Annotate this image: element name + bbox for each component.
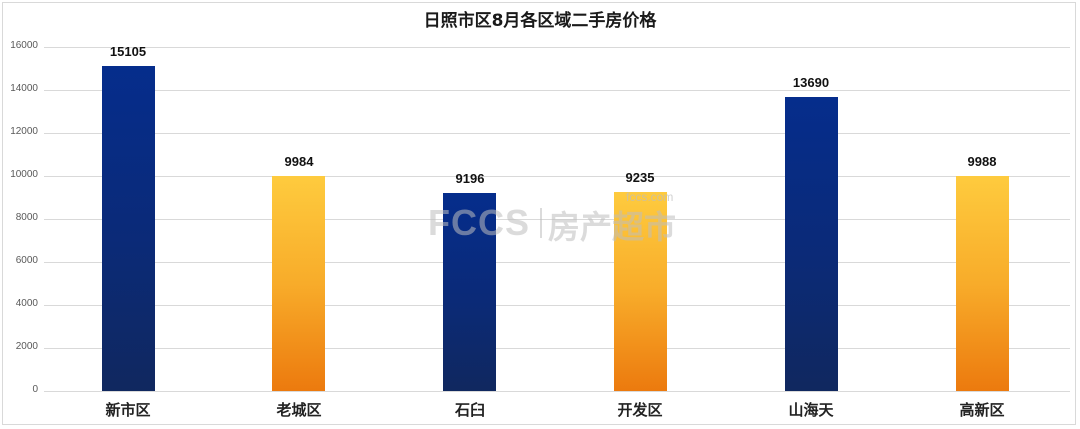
y-axis-tick-label: 14000: [10, 83, 38, 94]
data-label: 13690: [792, 75, 830, 90]
gridline: [44, 219, 1070, 220]
gridline: [44, 305, 1070, 306]
gridline: [44, 262, 1070, 263]
data-label: 9988: [967, 154, 997, 169]
bar-5[interactable]: [956, 176, 1009, 391]
x-axis-category-label: 新市区: [105, 401, 151, 419]
y-axis-tick-label: 8000: [15, 212, 38, 223]
data-label: 15105: [109, 44, 147, 59]
data-label: 9235: [625, 170, 655, 185]
chart-title: 日照市区8月各区域二手房价格: [423, 11, 657, 31]
y-axis-tick-label: 2000: [15, 341, 38, 352]
gridline: [44, 391, 1070, 392]
bar-2[interactable]: [443, 193, 496, 391]
x-axis-category-label: 石臼: [454, 401, 485, 419]
gridline: [44, 176, 1070, 177]
y-axis-tick-label: 12000: [10, 126, 38, 137]
gridline: [44, 348, 1070, 349]
x-axis-category-label: 山海天: [788, 401, 834, 419]
x-axis-category-label: 高新区: [959, 401, 1005, 419]
bar-1[interactable]: [272, 176, 325, 391]
bar-4[interactable]: [785, 97, 838, 391]
y-axis-tick-label: 6000: [15, 255, 38, 266]
y-axis-tick-label: 10000: [10, 169, 38, 180]
x-axis-category-label: 老城区: [276, 401, 322, 419]
y-axis-tick-label: 16000: [10, 40, 38, 51]
y-axis-tick-label: 0: [32, 384, 38, 395]
bar-3[interactable]: [614, 192, 667, 391]
gridline: [44, 90, 1070, 91]
data-label: 9196: [455, 171, 485, 186]
bar-0[interactable]: [102, 66, 155, 391]
data-label: 9984: [284, 154, 314, 169]
y-axis-tick-label: 4000: [15, 298, 38, 309]
gridline: [44, 47, 1070, 48]
x-axis-category-label: 开发区: [617, 401, 663, 419]
gridline: [44, 133, 1070, 134]
